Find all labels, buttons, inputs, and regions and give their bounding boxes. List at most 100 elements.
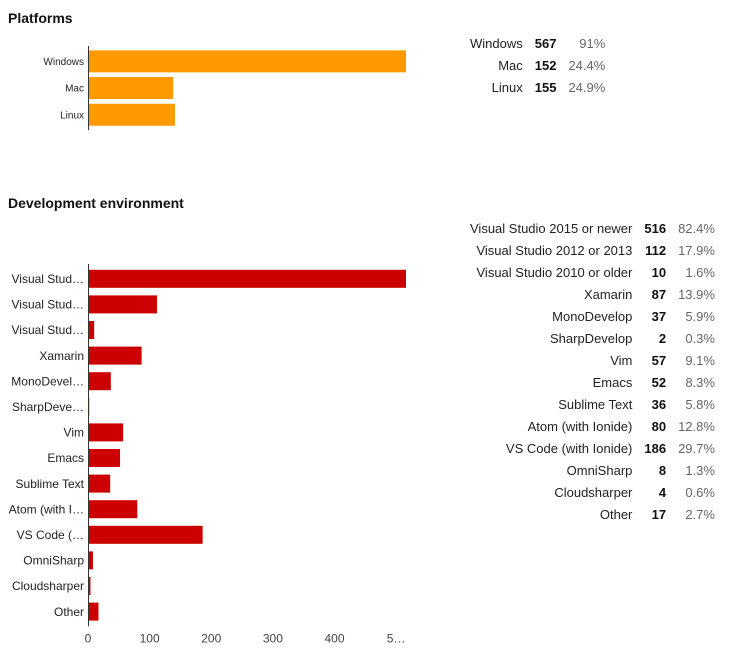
devenv-stats-count: 516 bbox=[644, 221, 667, 236]
devenv-stats-row: Visual Studio 2010 or older 10 1.6% bbox=[470, 262, 715, 284]
devenv-category-label: Xamarin bbox=[39, 349, 84, 363]
devenv-stats-percent: 13.9% bbox=[678, 287, 715, 302]
devenv-bar bbox=[88, 577, 91, 595]
devenv-stats-label: Atom (with Ionide) bbox=[527, 419, 633, 434]
devenv-stats-count: 37 bbox=[651, 309, 667, 324]
devenv-x-tick-label: 100 bbox=[140, 631, 160, 645]
devenv-category-label: Visual Stud… bbox=[12, 272, 85, 286]
devenv-stats-label: Visual Studio 2015 or newer bbox=[470, 221, 633, 236]
devenv-stats-count: 10 bbox=[651, 265, 667, 280]
devenv-category-label: Sublime Text bbox=[16, 477, 85, 491]
devenv-category-label: MonoDevel… bbox=[11, 374, 84, 388]
devenv-bar bbox=[88, 423, 124, 442]
devenv-stats-count: 186 bbox=[644, 441, 667, 456]
devenv-stats-label: Visual Studio 2010 or older bbox=[476, 265, 633, 280]
platforms-stats-count: 567 bbox=[534, 36, 557, 51]
devenv-title: Development environment bbox=[8, 195, 184, 211]
devenv-stats-percent: 9.1% bbox=[685, 353, 715, 368]
devenv-x-tick-label: 300 bbox=[263, 631, 283, 645]
devenv-stats-count: 80 bbox=[651, 419, 667, 434]
devenv-x-tick-label: 400 bbox=[324, 631, 344, 645]
devenv-category-label: Cloudsharper bbox=[12, 579, 84, 593]
devenv-stats-percent: 82.4% bbox=[678, 221, 715, 236]
devenv-stats-percent: 2.7% bbox=[685, 507, 715, 522]
devenv-stats-percent: 0.6% bbox=[685, 485, 715, 500]
platforms-category-label: Linux bbox=[60, 110, 84, 121]
devenv-stats-percent: 29.7% bbox=[678, 441, 715, 456]
devenv-stats-label: Other bbox=[599, 507, 633, 522]
devenv-category-label: Visual Stud… bbox=[12, 323, 85, 337]
platforms-stats-label: Linux bbox=[491, 80, 523, 95]
devenv-bar bbox=[88, 525, 203, 544]
devenv-x-tick-label: 0 bbox=[85, 631, 92, 645]
devenv-stats-percent: 8.3% bbox=[685, 375, 715, 390]
devenv-stats-row: Xamarin 87 13.9% bbox=[470, 284, 715, 306]
devenv-bar bbox=[88, 449, 121, 467]
devenv-stats-label: VS Code (with Ionide) bbox=[505, 441, 633, 456]
devenv-category-label: Vim bbox=[64, 426, 84, 440]
platforms-stats-percent: 24.4% bbox=[568, 58, 606, 73]
devenv-stats-table: Visual Studio 2015 or newer 516 82.4% Visua… bbox=[470, 218, 715, 526]
devenv-stats-row: Other 17 2.7% bbox=[470, 504, 715, 526]
devenv-stats-row: VS Code (with Ionide) 186 29.7% bbox=[470, 438, 715, 460]
devenv-stats-row: Sublime Text 36 5.8% bbox=[470, 394, 715, 416]
devenv-stats-count: 52 bbox=[651, 375, 667, 390]
platforms-stats-label: Windows bbox=[470, 36, 523, 51]
devenv-stats-percent: 1.6% bbox=[685, 265, 715, 280]
devenv-category-label: Other bbox=[54, 605, 84, 619]
devenv-stats-percent: 12.8% bbox=[678, 419, 715, 434]
platforms-stats-row: Mac 152 24.4% bbox=[470, 55, 605, 77]
devenv-bar bbox=[88, 269, 406, 288]
devenv-bar bbox=[88, 372, 111, 391]
devenv-stats-label: Sublime Text bbox=[558, 397, 633, 412]
devenv-stats-percent: 1.3% bbox=[685, 463, 715, 478]
platforms-stats-label: Mac bbox=[498, 58, 523, 73]
devenv-stats-count: 57 bbox=[651, 353, 667, 368]
platforms-stats-percent: 24.9% bbox=[568, 80, 606, 95]
devenv-bar bbox=[88, 295, 158, 314]
devenv-stats-row: OmniSharp 8 1.3% bbox=[470, 460, 715, 482]
platforms-category-label: Mac bbox=[65, 84, 84, 95]
platforms-category-label: Windows bbox=[43, 57, 84, 68]
devenv-stats-count: 2 bbox=[658, 331, 667, 346]
devenv-stats-percent: 5.9% bbox=[685, 309, 715, 324]
devenv-category-label: VS Code (… bbox=[17, 528, 84, 542]
devenv-stats-row: Cloudsharper 4 0.6% bbox=[470, 482, 715, 504]
devenv-stats-count: 36 bbox=[651, 397, 667, 412]
platforms-stats-row: Linux 155 24.9% bbox=[470, 77, 606, 99]
devenv-stats-label: MonoDevelop bbox=[552, 309, 633, 324]
devenv-bar bbox=[88, 602, 99, 621]
devenv-stats-percent: 5.8% bbox=[685, 397, 715, 412]
devenv-category-label: Emacs bbox=[47, 451, 84, 465]
devenv-category-label: Visual Stud… bbox=[12, 298, 85, 312]
platforms-bar bbox=[88, 77, 174, 100]
devenv-category-label: SharpDeve… bbox=[12, 400, 84, 414]
devenv-stats-count: 87 bbox=[651, 287, 667, 302]
devenv-stats-label: Xamarin bbox=[583, 287, 633, 302]
platforms-chart: Windows Mac Linux bbox=[43, 46, 406, 131]
devenv-stats-percent: 17.9% bbox=[678, 243, 715, 258]
devenv-bar bbox=[88, 551, 93, 570]
devenv-stats-label: OmniSharp bbox=[566, 463, 633, 478]
devenv-stats-row: Visual Studio 2012 or 2013 112 17.9% bbox=[470, 240, 715, 262]
devenv-stats-label: Emacs bbox=[592, 375, 633, 390]
devenv-x-tick-label: 5… bbox=[387, 631, 406, 645]
devenv-stats-row: Atom (with Ionide) 80 12.8% bbox=[470, 416, 715, 438]
devenv-stats-count: 4 bbox=[658, 485, 667, 500]
devenv-category-label: Atom (with I… bbox=[9, 502, 84, 516]
platforms-bar bbox=[88, 103, 175, 126]
devenv-stats-row: SharpDevelop 2 0.3% bbox=[470, 328, 715, 350]
devenv-stats-row: Visual Studio 2015 or newer 516 82.4% bbox=[470, 218, 715, 240]
platforms-stats-percent: 91% bbox=[579, 36, 606, 51]
devenv-bar bbox=[88, 474, 111, 493]
platforms-stats-count: 152 bbox=[534, 58, 557, 73]
devenv-bar bbox=[88, 500, 138, 519]
devenv-stats-label: SharpDevelop bbox=[549, 331, 633, 346]
devenv-stats-percent: 0.3% bbox=[685, 331, 715, 346]
devenv-stats-count: 8 bbox=[658, 463, 667, 478]
platforms-stats-count: 155 bbox=[534, 80, 557, 95]
platforms-stats-table: Windows 567 91% Mac 152 24.4% Linux 155 24.9% bbox=[470, 33, 605, 99]
devenv-stats-count: 112 bbox=[645, 243, 667, 258]
devenv-stats-label: Cloudsharper bbox=[554, 485, 633, 500]
devenv-bar bbox=[88, 321, 95, 339]
